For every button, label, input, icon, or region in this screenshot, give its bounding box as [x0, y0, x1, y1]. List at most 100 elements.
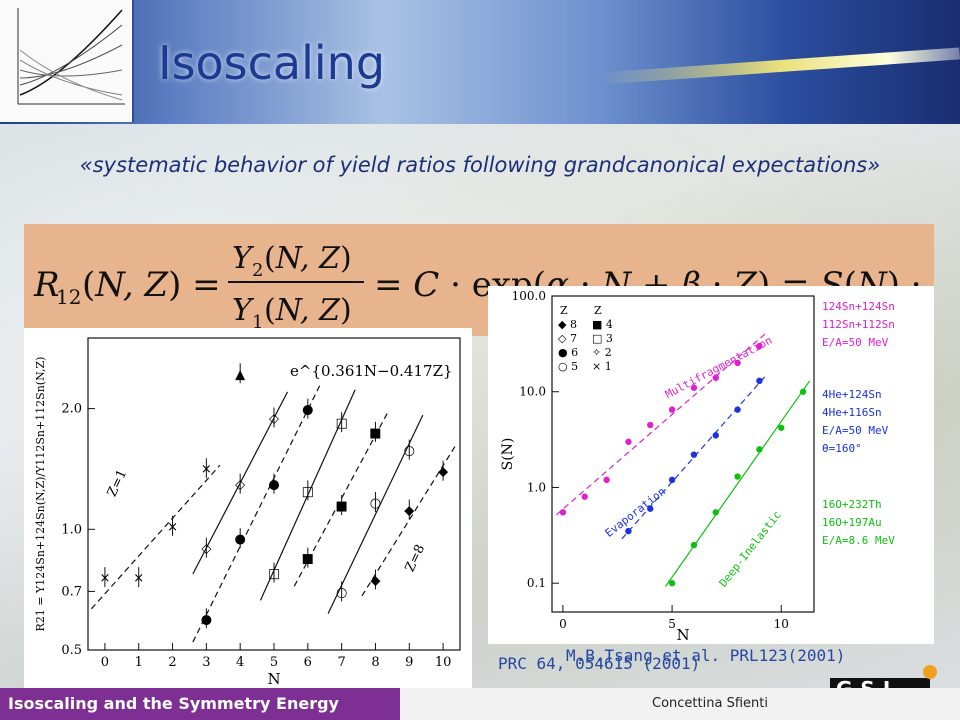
- y-tick-label: 10.0: [519, 385, 546, 399]
- x-axis-label: N: [676, 626, 689, 644]
- data-point: ●: [201, 612, 212, 627]
- data-point: ◇: [201, 542, 211, 557]
- side-label: 16O+197Au: [822, 516, 882, 529]
- footer-author: Concettina Sfienti: [652, 696, 768, 711]
- svg-text:(N, Z): (N, Z): [264, 241, 352, 276]
- data-point: ◇: [269, 412, 279, 427]
- data-point: ○: [404, 444, 415, 459]
- data-point: [647, 505, 654, 512]
- x-tick-label: 3: [202, 655, 210, 670]
- data-point: [668, 476, 676, 484]
- y-tick-label: 2.0: [61, 402, 82, 417]
- data-point: ●: [235, 532, 246, 547]
- s-of-n-plot: 0 5 10 0.1 1.0 10.0 100.0 N S(N) Z Z ◆ 8 ◇ 7 ● 6 ○ 5 ■ …: [488, 286, 934, 644]
- beam-decoration: [600, 47, 960, 85]
- yield-ratio-plot: 0 1 2 3 4 5 6 7 8 9 10 0.5 0.7 1.0 2.0 N R21 = Y124Sn+12…: [24, 328, 472, 688]
- data-point: [734, 359, 741, 367]
- x-axis-label: N: [267, 670, 280, 688]
- y-axis-label: S(N): [500, 438, 516, 471]
- fit-line: [327, 414, 424, 614]
- data-point: ◇: [235, 478, 245, 493]
- data-point: ■: [335, 499, 347, 514]
- x-tick-label: 7: [337, 655, 345, 670]
- x-tick-label: 5: [270, 655, 278, 670]
- data-point: [690, 541, 698, 549]
- data-point: ◆: [438, 465, 448, 480]
- reference-prc: PRC 64, 054615 (2001): [498, 654, 701, 673]
- x-tick-label: 0: [559, 617, 567, 631]
- y-tick-label: 1.0: [61, 522, 82, 537]
- side-label: 4He+116Sn: [822, 406, 882, 419]
- data-point: [712, 509, 719, 516]
- slide-subtitle: «systematic behavior of yield ratios fol…: [79, 153, 881, 177]
- data-point: [756, 446, 763, 453]
- side-label: 4He+124Sn: [822, 388, 882, 401]
- side-label: E/A=50 MeV: [822, 424, 889, 437]
- data-point: ×: [133, 571, 144, 586]
- svg-text:Y: Y: [232, 241, 255, 276]
- legend-header-z: Z: [560, 304, 568, 317]
- x-tick-label: 2: [168, 655, 176, 670]
- annotation-evaporation: Evaporation: [603, 485, 668, 540]
- y-tick-label: 100.0: [512, 289, 546, 303]
- data-point: ×: [201, 462, 212, 477]
- data-point: [625, 527, 632, 535]
- data-point: □: [335, 416, 347, 431]
- footer-talk-title: Isoscaling and the Symmetry Energy: [0, 688, 400, 720]
- x-tick-label: 5: [668, 617, 676, 631]
- legend-entry: ◇ 7: [558, 332, 577, 345]
- data-point: [690, 384, 698, 391]
- x-tick-label: 9: [405, 655, 413, 670]
- data-point: ●: [268, 478, 279, 493]
- x-tick-label: 0: [101, 655, 109, 670]
- data-point: [756, 377, 763, 385]
- fit-line: [293, 409, 390, 587]
- x-tick-label: 1: [135, 655, 143, 670]
- x-tick-label: 6: [304, 655, 312, 670]
- svg-text:Y: Y: [232, 293, 255, 328]
- header-banner: Isoscaling: [0, 0, 960, 124]
- fit-line: [555, 332, 767, 516]
- data-point: [581, 493, 588, 500]
- data-point: [690, 451, 698, 458]
- legend-header-z2: Z: [594, 304, 602, 317]
- annotation-deep-inelastic: Deep-Inelastic: [717, 508, 784, 589]
- slide-title: Isoscaling: [158, 36, 386, 90]
- data-point: ○: [370, 496, 381, 511]
- footer-bar: Isoscaling and the Symmetry Energy Conce…: [0, 688, 960, 720]
- svg-text:R: R: [33, 265, 60, 305]
- data-point: ■: [369, 426, 381, 441]
- data-point: [668, 406, 676, 413]
- legend-entry: □ 3: [592, 332, 613, 345]
- legend-entry: ■ 4: [592, 318, 613, 331]
- formula-label: e^{0.361N−0.417Z}: [290, 362, 453, 380]
- fit-line: [192, 382, 322, 643]
- data-point: ●: [302, 403, 313, 418]
- header-thumbnail-plot: [0, 0, 134, 122]
- side-label: 124Sn+124Sn: [822, 300, 895, 313]
- side-label: 112Sn+112Sn: [822, 318, 895, 331]
- line-label-z1: Z=1: [105, 467, 131, 499]
- legend-entry: ✧ 2: [592, 346, 612, 359]
- plot-frame: [551, 295, 815, 613]
- line-label-z8: Z=8: [403, 542, 429, 574]
- data-point: [756, 342, 763, 350]
- fit-line: [621, 375, 767, 540]
- side-label: θ=160°: [822, 442, 862, 455]
- data-point: [734, 406, 741, 413]
- side-label: 16O+232Th: [822, 498, 882, 511]
- svg-text:(N, Z): (N, Z): [264, 293, 352, 328]
- data-point: ▲: [235, 367, 245, 382]
- legend-entry: ○ 5: [558, 360, 578, 373]
- data-point: [559, 509, 567, 516]
- data-point: [799, 388, 807, 395]
- data-point: ■: [302, 552, 314, 567]
- fit-line: [90, 464, 221, 610]
- data-point: □: [302, 484, 314, 499]
- svg-text:2: 2: [252, 260, 263, 281]
- data-point: [625, 438, 632, 445]
- y-axis-label: R21 = Y124Sn+124Sn(N,Z)/Y112Sn+112Sn(N,Z…: [34, 357, 47, 632]
- x-tick-label: 10: [435, 655, 452, 670]
- plot-frame: [87, 337, 461, 651]
- legend-entry: × 1: [592, 360, 612, 373]
